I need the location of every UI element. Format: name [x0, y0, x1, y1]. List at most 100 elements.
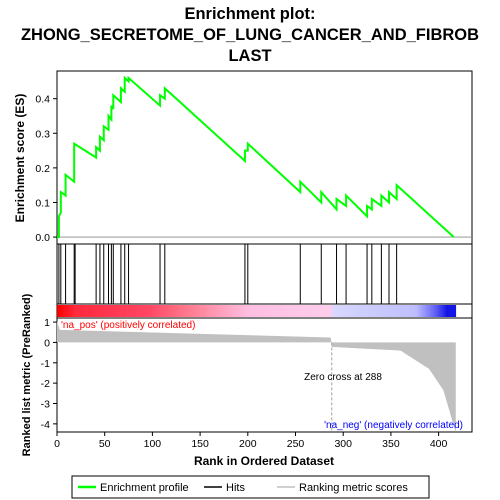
colorbar-segment	[179, 305, 182, 317]
colorbar-segment	[318, 305, 321, 317]
colorbar-segment	[417, 305, 420, 317]
x-tick-label: 150	[191, 438, 209, 450]
colorbar-segment	[62, 305, 65, 317]
colorbar-segment	[406, 305, 409, 317]
colorbar-segment	[368, 305, 371, 317]
colorbar-segment	[190, 305, 193, 317]
colorbar-segment	[326, 305, 329, 317]
colorbar-segment	[434, 305, 438, 317]
colorbar-segment	[425, 305, 428, 317]
metric-y-tick-label: -1	[41, 358, 50, 370]
colorbar-segment	[297, 305, 300, 317]
positive-correlation-label: 'na_pos' (positively correlated)	[61, 320, 195, 331]
colorbar-segment	[314, 305, 317, 317]
colorbar-segment	[266, 305, 270, 317]
colorbar-segment	[390, 305, 394, 317]
colorbar-segment	[411, 305, 415, 317]
colorbar-segment	[175, 305, 178, 317]
colorbar-segment	[186, 305, 189, 317]
colorbar-segment	[221, 305, 224, 317]
colorbar-segment	[64, 305, 67, 317]
colorbar-segment	[102, 305, 106, 317]
colorbar-segment	[131, 305, 134, 317]
colorbar-segment	[299, 305, 302, 317]
colorbar-segment	[177, 305, 180, 317]
colorbar-segment	[173, 305, 176, 317]
colorbar-segment	[200, 305, 203, 317]
colorbar-segment	[448, 305, 451, 317]
colorbar-segment	[301, 305, 304, 317]
colorbar-segment	[316, 305, 319, 317]
colorbar-segment	[194, 305, 197, 317]
colorbar-segment	[263, 305, 266, 317]
colorbar-segment	[444, 305, 447, 317]
rank-colorbar	[57, 305, 457, 317]
colorbar-segment	[213, 305, 216, 317]
colorbar-segment	[81, 305, 85, 317]
colorbar-segment	[154, 305, 157, 317]
chart-title-line-3: LAST	[228, 47, 271, 65]
colorbar-segment	[230, 305, 233, 317]
colorbar-segment	[257, 305, 260, 317]
colorbar-segment	[127, 305, 130, 317]
colorbar-segment	[261, 305, 264, 317]
hits-panel-frame	[56, 243, 473, 305]
colorbar-segment	[394, 305, 397, 317]
colorbar-segment	[196, 305, 199, 317]
colorbar-segment	[121, 305, 125, 317]
colorbar-segment	[192, 305, 195, 317]
colorbar-segment	[377, 305, 380, 317]
colorbar-segment	[182, 305, 186, 317]
colorbar-segment	[329, 305, 333, 317]
chart-title-line-1: Enrichment plot:	[184, 5, 315, 23]
colorbar-segment	[72, 305, 75, 317]
colorbar-segment	[68, 305, 71, 317]
colorbar-segment	[167, 305, 170, 317]
colorbar-segment	[284, 305, 287, 317]
colorbar-segment	[112, 305, 115, 317]
metric-y-tick-label: 0	[44, 337, 50, 349]
colorbar-segment	[125, 305, 128, 317]
colorbar-segment	[133, 305, 136, 317]
colorbar-segment	[181, 305, 184, 317]
colorbar-segment	[93, 305, 96, 317]
metric-y-tick-label: -4	[41, 419, 50, 431]
colorbar-segment	[137, 305, 140, 317]
colorbar-segment	[234, 305, 237, 317]
es-y-axis-label: Enrichment score (ES)	[13, 94, 27, 223]
colorbar-segment	[345, 305, 348, 317]
colorbar-segment	[396, 305, 399, 317]
colorbar-segment	[85, 305, 88, 317]
colorbar-segment	[184, 305, 188, 317]
x-tick-label: 350	[382, 438, 400, 450]
colorbar-segment	[238, 305, 241, 317]
colorbar-segment	[165, 305, 168, 317]
legend-label-hits: Hits	[226, 482, 245, 494]
colorbar-segment	[98, 305, 102, 317]
colorbar-segment	[429, 305, 432, 317]
colorbar-segment	[446, 305, 449, 317]
x-tick-label: 300	[334, 438, 352, 450]
colorbar-segment	[285, 305, 289, 317]
hit-marks	[58, 244, 398, 304]
x-ticks: 0 50 100 150 200 250 300 350 400	[54, 432, 448, 450]
es-panel-frame	[56, 70, 473, 245]
colorbar-segment	[362, 305, 365, 317]
colorbar-segment	[348, 305, 352, 317]
colorbar-segment	[352, 305, 355, 317]
colorbar-segment	[123, 305, 126, 317]
colorbar-segment	[291, 305, 294, 317]
metric-y-tick-label: 1	[44, 317, 50, 329]
colorbar-segment	[232, 305, 235, 317]
colorbar-segment	[203, 305, 207, 317]
colorbar-segment	[224, 305, 228, 317]
colorbar-segment	[440, 305, 443, 317]
colorbar-segment	[243, 305, 247, 317]
colorbar-segment	[438, 305, 441, 317]
colorbar-segment	[432, 305, 436, 317]
colorbar-segment	[116, 305, 119, 317]
colorbar-segment	[404, 305, 407, 317]
colorbar-segment	[152, 305, 155, 317]
colorbar-segment	[333, 305, 336, 317]
colorbar-segment	[272, 305, 275, 317]
